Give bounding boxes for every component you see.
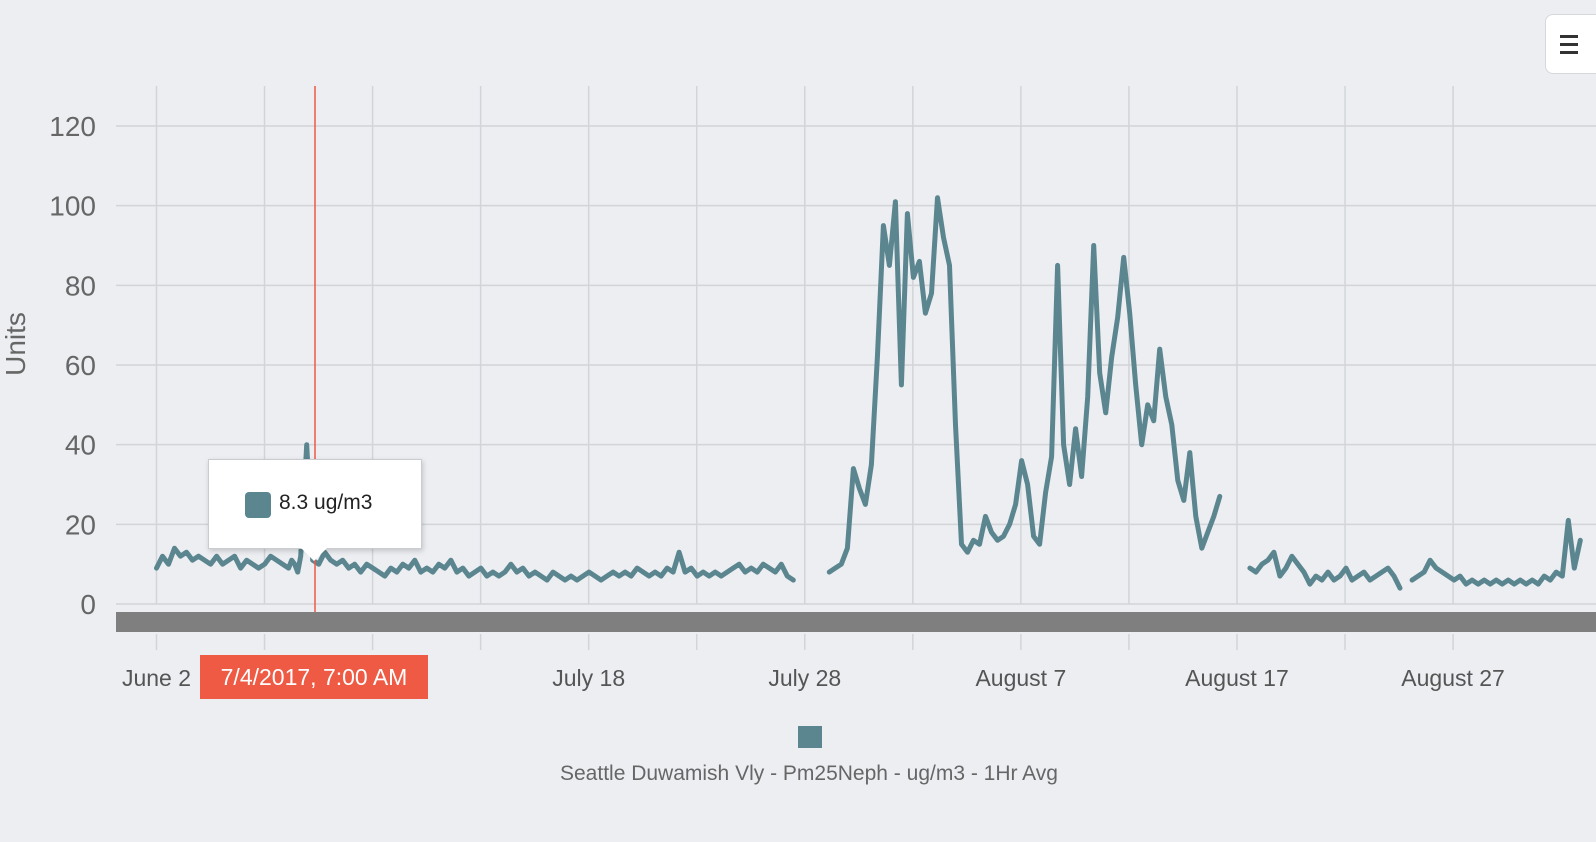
legend[interactable]: Seattle Duwamish Vly - Pm25Neph - ug/m3 … <box>0 726 1596 786</box>
x-tick-label: August 17 <box>1185 665 1289 691</box>
y-axis-ticks: 0 20 40 60 80 100 120 <box>49 111 96 620</box>
tooltip-series-swatch <box>245 492 271 518</box>
y-axis-title: Units <box>0 312 31 376</box>
series-line-segment[interactable] <box>1409 517 1583 587</box>
x-tick-label: July 28 <box>768 665 841 691</box>
navigator-scrollbar[interactable] <box>116 612 1596 632</box>
grid <box>116 86 1596 650</box>
y-tick-label: 120 <box>49 111 96 142</box>
y-tick-label: 100 <box>49 191 96 222</box>
x-tick-label: June 2 <box>122 665 191 691</box>
legend-label[interactable]: Seattle Duwamish Vly - Pm25Neph - ug/m3 … <box>560 762 1058 785</box>
series-layer[interactable] <box>154 195 1583 591</box>
x-tick-label: July 18 <box>552 665 625 691</box>
tooltip: 8.3 ug/m3 <box>208 459 422 561</box>
tooltip-value: 8.3 ug/m3 <box>279 491 373 514</box>
x-tick-label: August 27 <box>1401 665 1505 691</box>
series-line-segment[interactable] <box>1247 549 1403 591</box>
y-tick-label: 80 <box>65 270 96 301</box>
chart-menu-button[interactable] <box>1545 14 1596 74</box>
y-tick-label: 20 <box>65 509 96 540</box>
series-line-segment[interactable] <box>826 195 1223 575</box>
y-tick-label: 0 <box>80 589 96 620</box>
series-line-segment[interactable] <box>154 442 796 583</box>
hamburger-icon <box>1560 35 1578 59</box>
x-tick-label: August 7 <box>975 665 1066 691</box>
y-tick-label: 60 <box>65 350 96 381</box>
crosshair-date-label: 7/4/2017, 7:00 AM <box>200 655 428 699</box>
legend-swatch[interactable] <box>798 726 822 748</box>
y-tick-label: 40 <box>65 430 96 461</box>
tooltip-arrow <box>301 548 327 561</box>
